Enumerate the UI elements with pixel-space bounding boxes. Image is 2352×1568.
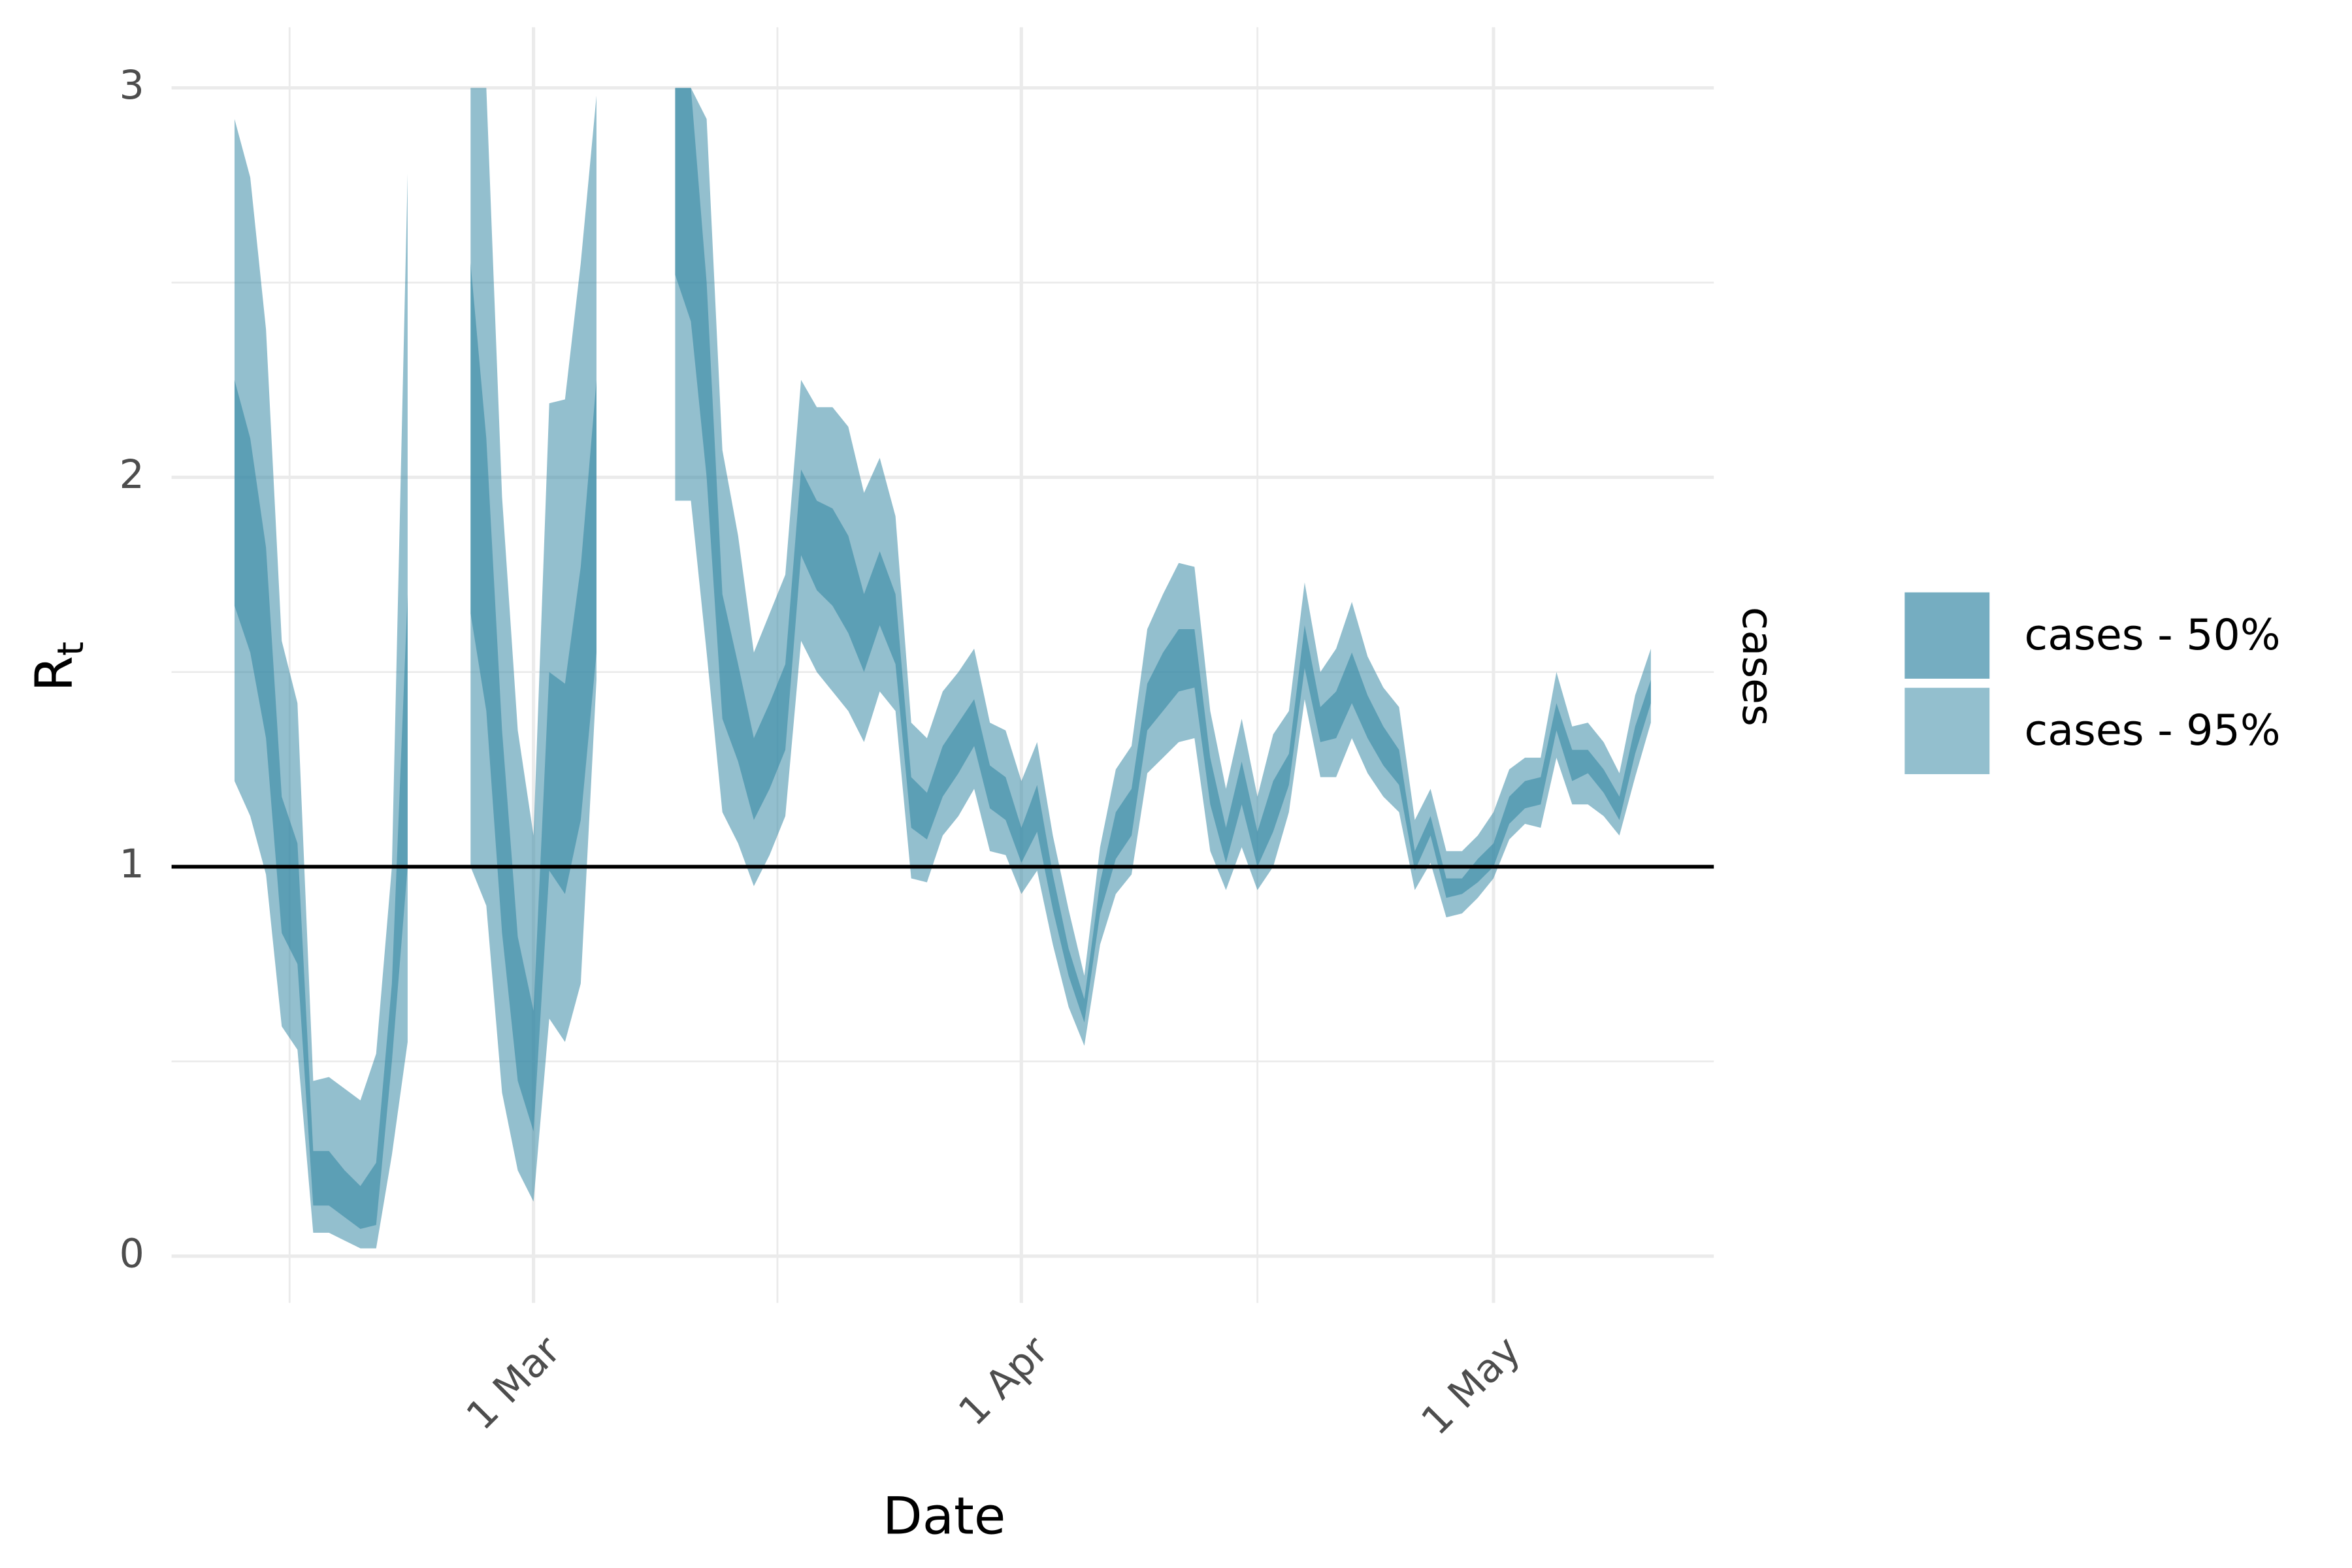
ribbon (470, 263, 596, 1132)
x-axis-title: Date (883, 1486, 1005, 1546)
legend-key (1904, 592, 1990, 679)
ribbon (234, 119, 408, 1249)
legend-key (1904, 687, 1990, 774)
bands (234, 88, 1651, 1249)
y-tick-label: 1 (120, 841, 144, 887)
y-axis-title: Rt (24, 642, 92, 692)
legend-label: cases - 50% (2025, 611, 2281, 660)
y-axis-title-main: R (24, 656, 84, 692)
ribbon (234, 380, 408, 1229)
strip-label: cases (1733, 607, 1782, 727)
y-tick-label: 3 (120, 63, 144, 108)
y-tick-label: 2 (120, 452, 144, 498)
y-axis-title-sub: t (50, 642, 92, 656)
x-tick-label: 1 Mar (458, 1328, 570, 1439)
ribbon (675, 88, 1651, 1023)
legend-label: cases - 95% (2025, 706, 2281, 755)
y-tick-label: 0 (120, 1231, 144, 1277)
x-tick-label: 1 May (1413, 1328, 1529, 1444)
x-tick-label: 1 Apr (950, 1328, 1057, 1435)
